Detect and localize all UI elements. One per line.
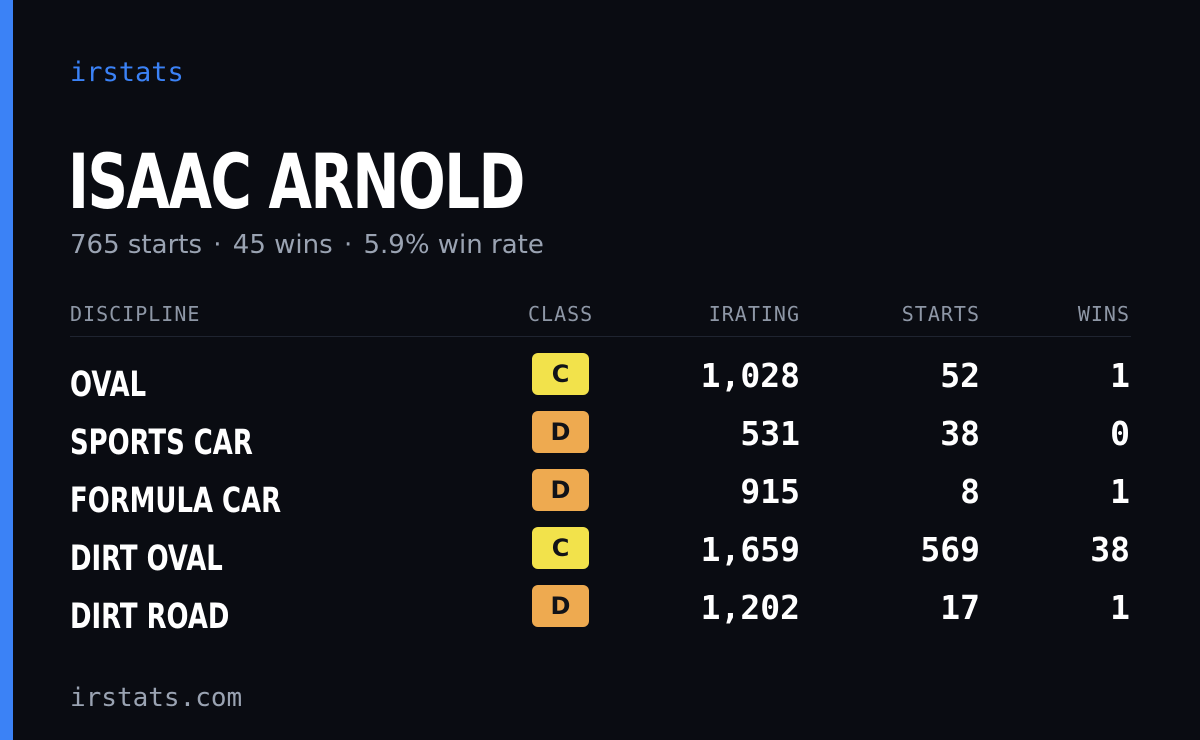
wins-value: 1 xyxy=(1110,356,1130,395)
irating-value: 915 xyxy=(740,472,800,511)
table-row: SPORTS CAR D 531 38 0 xyxy=(70,411,1131,469)
table-body: OVAL C 1,028 52 1 SPORTS CAR D 531 38 0 … xyxy=(70,353,1131,643)
table-row: OVAL C 1,028 52 1 xyxy=(70,353,1131,411)
discipline-name: SPORTS CAR xyxy=(70,423,253,463)
discipline-name: FORMULA CAR xyxy=(70,481,282,521)
wins-value: 0 xyxy=(1110,414,1130,453)
discipline-name: OVAL xyxy=(70,365,147,405)
driver-summary: 765 starts · 45 wins · 5.9% win rate xyxy=(70,229,544,261)
table-row: DIRT ROAD D 1,202 17 1 xyxy=(70,585,1131,643)
class-badge: D xyxy=(532,585,589,627)
discipline-table: DISCIPLINE CLASS IRATING STARTS WINS OVA… xyxy=(70,296,1131,643)
table-row: DIRT OVAL C 1,659 569 38 xyxy=(70,527,1131,585)
table-row: FORMULA CAR D 915 8 1 xyxy=(70,469,1131,527)
irating-value: 1,028 xyxy=(700,356,800,395)
irating-value: 1,659 xyxy=(700,530,800,569)
brand-logo: irstats xyxy=(70,57,184,88)
summary-win-rate: 5.9% win rate xyxy=(363,230,544,260)
starts-value: 17 xyxy=(940,588,980,627)
table-header: DISCIPLINE CLASS IRATING STARTS WINS xyxy=(70,296,1131,337)
header-class: CLASS xyxy=(528,302,594,326)
starts-value: 52 xyxy=(940,356,980,395)
wins-value: 38 xyxy=(1090,530,1130,569)
discipline-name: DIRT ROAD xyxy=(70,597,230,637)
wins-value: 1 xyxy=(1110,472,1130,511)
starts-value: 8 xyxy=(960,472,980,511)
discipline-name: DIRT OVAL xyxy=(70,539,223,579)
header-wins: WINS xyxy=(1077,302,1130,326)
summary-separator: · xyxy=(213,230,222,260)
wins-value: 1 xyxy=(1110,588,1130,627)
class-badge: C xyxy=(532,353,589,395)
summary-separator: · xyxy=(343,230,353,260)
class-badge: C xyxy=(532,527,589,569)
starts-value: 569 xyxy=(920,530,980,569)
irating-value: 1,202 xyxy=(700,588,800,627)
starts-value: 38 xyxy=(940,414,980,453)
summary-starts: 765 starts xyxy=(70,230,202,260)
class-badge: D xyxy=(532,411,589,453)
header-irating: IRATING xyxy=(708,302,800,326)
driver-name: ISAAC ARNOLD xyxy=(68,137,525,226)
irating-value: 531 xyxy=(740,414,800,453)
header-starts: STARTS xyxy=(901,302,980,326)
footer-url-link[interactable]: irstats.com xyxy=(70,683,243,713)
accent-bar xyxy=(0,0,13,740)
header-discipline: DISCIPLINE xyxy=(70,302,201,326)
class-badge: D xyxy=(532,469,589,511)
summary-wins: 45 wins xyxy=(232,230,333,260)
